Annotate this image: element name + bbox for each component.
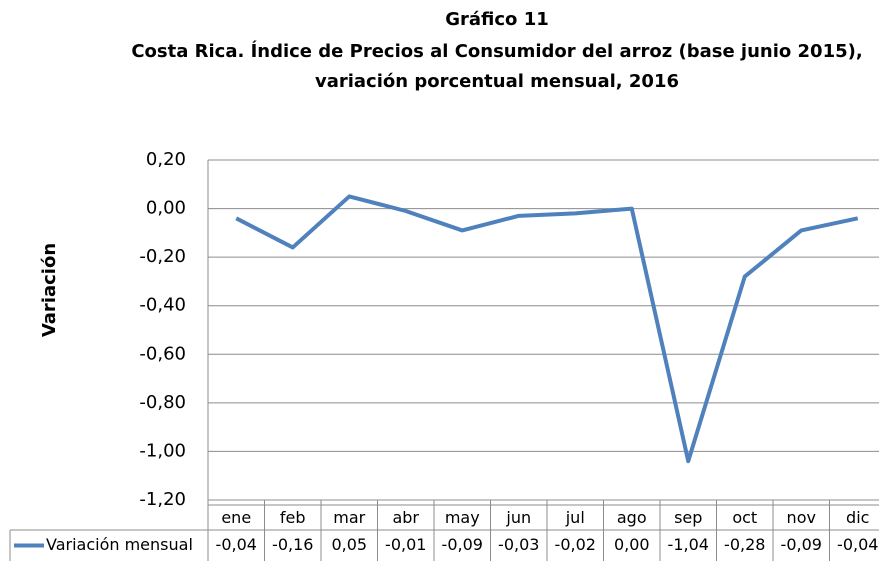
y-tick-label: 0,20 bbox=[146, 149, 186, 170]
legend-label: Variación mensual bbox=[46, 535, 193, 554]
chart-subtitle: variación porcentual mensual, 2016 bbox=[315, 71, 679, 92]
chart-subtitle: Costa Rica. Índice de Precios al Consumi… bbox=[131, 40, 862, 62]
data-label: -0,01 bbox=[385, 535, 426, 554]
data-label: -0,09 bbox=[781, 535, 822, 554]
data-label: 0,05 bbox=[331, 535, 367, 554]
data-label: -0,04 bbox=[216, 535, 257, 554]
x-tick-label: abr bbox=[392, 508, 419, 527]
x-tick-label: jul bbox=[565, 508, 585, 527]
data-label: -0,09 bbox=[442, 535, 483, 554]
series-line bbox=[235, 194, 859, 464]
x-tick-label: jun bbox=[505, 508, 531, 527]
data-label: -0,02 bbox=[555, 535, 596, 554]
x-tick-label: may bbox=[445, 508, 480, 527]
x-tick-label: nov bbox=[787, 508, 816, 527]
y-tick-label: -1,00 bbox=[139, 440, 186, 461]
y-tick-label: 0,00 bbox=[146, 198, 186, 219]
x-tick-label: sep bbox=[674, 508, 702, 527]
data-label: -0,03 bbox=[498, 535, 539, 554]
data-label: -1,04 bbox=[668, 535, 709, 554]
x-tick-label: mar bbox=[333, 508, 365, 527]
y-tick-label: -0,40 bbox=[139, 295, 186, 316]
y-axis-label: Variación bbox=[39, 243, 60, 337]
x-tick-label: oct bbox=[732, 508, 757, 527]
x-tick-label: ene bbox=[221, 508, 251, 527]
y-tick-label: -0,60 bbox=[139, 343, 186, 364]
y-tick-label: -0,80 bbox=[139, 392, 186, 413]
y-tick-label: -0,20 bbox=[139, 246, 186, 267]
data-label: -0,04 bbox=[837, 535, 878, 554]
y-tick-label: -1,20 bbox=[139, 489, 186, 510]
data-label: -0,28 bbox=[724, 535, 765, 554]
x-tick-label: feb bbox=[280, 508, 306, 527]
chart-title: Gráfico 11 bbox=[445, 9, 549, 30]
x-tick-label: dic bbox=[846, 508, 869, 527]
x-tick-label: ago bbox=[617, 508, 647, 527]
data-label: -0,16 bbox=[272, 535, 313, 554]
data-label: 0,00 bbox=[614, 535, 650, 554]
